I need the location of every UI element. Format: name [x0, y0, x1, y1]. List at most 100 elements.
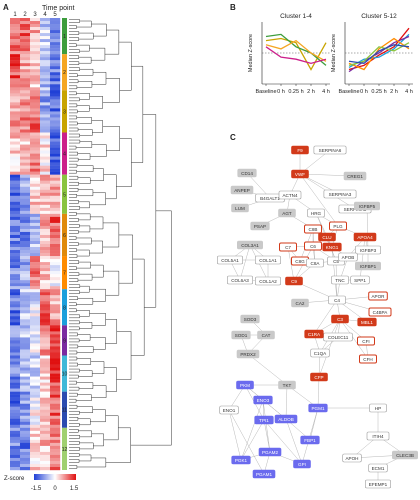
heatmap-cell: [50, 39, 61, 43]
network-node: KNG1: [322, 242, 342, 252]
heatmap-cell: [40, 337, 51, 341]
cluster-bar: [62, 325, 67, 356]
dendrogram-branch: [69, 272, 80, 276]
dendrogram-branch: [77, 177, 91, 184]
heatmap-cell: [30, 240, 41, 245]
heatmap-cell: [30, 48, 41, 52]
dendrogram-branch: [76, 44, 90, 52]
heatmap-cell: [30, 75, 41, 79]
cluster-label: 10: [62, 372, 68, 378]
heatmap-cell: [40, 63, 51, 67]
heatmap-cell: [10, 346, 21, 350]
node-label: EFEMP1: [369, 482, 388, 487]
heatmap-cell: [10, 430, 21, 435]
heatmap-cell: [50, 153, 61, 157]
heatmap-cell: [30, 388, 41, 392]
heatmap-cell: [10, 460, 21, 465]
network-node: COL6A3: [227, 275, 254, 285]
node-label: LUM: [235, 206, 245, 211]
heatmap-cell: [20, 90, 31, 94]
heatmap-cell: [30, 301, 41, 305]
heatmap-cell: [40, 385, 51, 389]
heatmap-cell: [10, 349, 21, 353]
series-line: [348, 37, 410, 71]
heatmap-cell: [50, 36, 61, 40]
dendrogram-branch: [69, 314, 80, 319]
heatmap-cell: [50, 201, 61, 206]
heatmap-cell: [20, 96, 31, 100]
cluster-label: 3: [63, 109, 66, 115]
network-node: IGFBP5: [353, 201, 380, 211]
network-node: SERPINA6: [313, 145, 347, 155]
heatmap-cell: [10, 237, 21, 242]
dendrogram-branch: [76, 141, 93, 148]
heatmap-cell: [30, 373, 41, 377]
heatmap-cell: [50, 295, 61, 299]
network-node: HRG: [307, 208, 325, 218]
heatmap-cell: [20, 247, 31, 251]
cluster-bar: [62, 213, 67, 257]
heatmap-cell: [50, 30, 61, 34]
heatmap-cell: [20, 87, 31, 91]
heatmap-cell: [50, 280, 61, 284]
heatmap-cell: [50, 301, 61, 305]
heatmap-cell: [40, 234, 51, 239]
heatmap-cell: [20, 250, 31, 254]
heatmap-cell: [40, 153, 51, 157]
heatmap-cell: [50, 364, 61, 368]
heatmap-cell: [20, 445, 31, 450]
heatmap-cell: [50, 412, 61, 416]
network-node: C9: [285, 276, 303, 286]
heatmap-cell: [30, 210, 41, 215]
cluster-bar: [62, 54, 67, 91]
heatmap-cell: [20, 189, 31, 193]
heatmap-cell: [30, 397, 41, 401]
heatmap-cell: [20, 259, 31, 263]
node-label: ENO1: [223, 408, 236, 413]
colorbar-tick-mid: 0: [53, 486, 57, 492]
heatmap-cell: [40, 349, 51, 353]
heatmap-cell: [40, 48, 51, 52]
heatmap-cell: [10, 213, 21, 218]
dendrogram-branch: [69, 242, 79, 246]
heatmap-cell: [40, 105, 51, 109]
heatmap-cell: [10, 271, 21, 275]
node-box: [364, 479, 391, 489]
line-chart-cluster-1-4: Cluster 1-4 Median Z-score Baseline 0 h 0.25…: [248, 13, 330, 95]
heatmap-cell: [30, 412, 41, 416]
heatmap-cell: [30, 90, 41, 94]
network-node: COL5A1: [217, 255, 244, 265]
heatmap-cell: [10, 427, 21, 432]
heatmap-cell: [50, 325, 61, 329]
heatmap-cell: [40, 135, 51, 139]
network-edge: [247, 353, 288, 386]
heatmap-cell: [10, 421, 21, 425]
heatmap-cell: [40, 120, 51, 124]
heatmap-cell: [30, 370, 41, 374]
heatmap-cell: [10, 265, 21, 269]
heatmap-cell: [20, 292, 31, 296]
heatmap-cell: [50, 129, 61, 133]
heatmap-column-label: 2: [23, 12, 27, 18]
heatmap-column-label: 1: [13, 12, 17, 18]
heatmap-cell: [30, 259, 41, 263]
dendrogram-branch: [90, 361, 105, 374]
dendrogram-branch: [69, 121, 78, 126]
dendrogram-branch: [69, 43, 77, 47]
heatmap-cell: [20, 81, 31, 85]
heatmap-cell: [50, 63, 61, 67]
node-box: [237, 240, 264, 250]
heatmap-cell: [20, 466, 31, 471]
heatmap-cell: [20, 289, 31, 293]
heatmap-cell: [40, 60, 51, 64]
node-box: [310, 372, 328, 382]
network-edge: [263, 419, 303, 465]
heatmap-cell: [20, 382, 31, 386]
node-label: HP: [375, 406, 381, 411]
heatmap-cell: [10, 90, 21, 94]
heatmap-cell: [30, 189, 41, 193]
heatmap-cell: [10, 135, 21, 139]
dendrogram-branch: [76, 358, 92, 365]
dendrogram-branch: [69, 91, 77, 96]
